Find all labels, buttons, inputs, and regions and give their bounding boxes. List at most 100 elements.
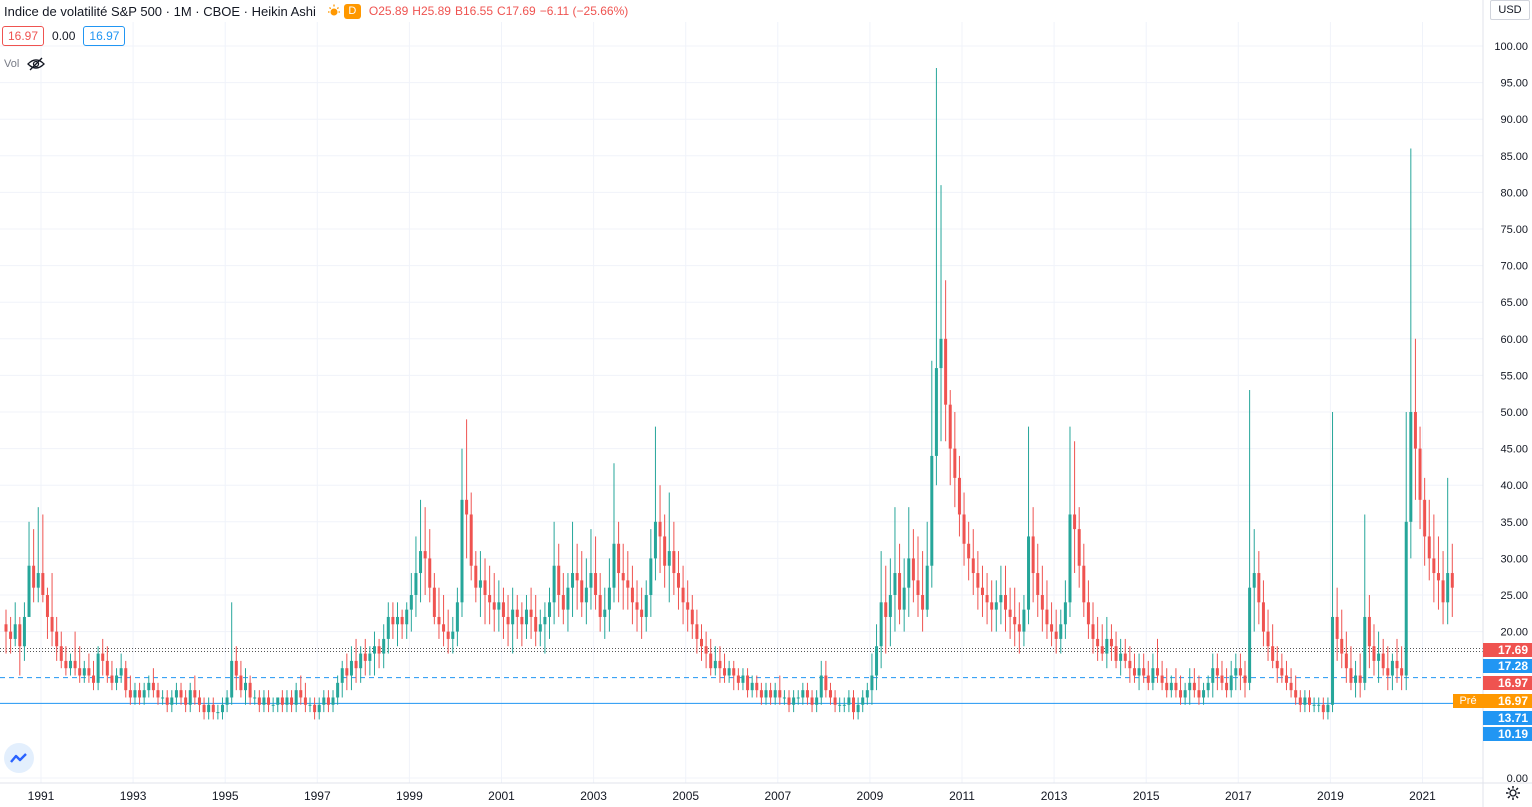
candle-body — [515, 609, 519, 617]
candle-body — [985, 595, 989, 603]
x-tick-label: 2021 — [1409, 789, 1436, 803]
candle-body — [1050, 624, 1054, 632]
candle-body — [607, 587, 611, 610]
candle-body — [1248, 587, 1252, 683]
candle-body — [68, 660, 72, 669]
candle-body — [474, 565, 478, 588]
candle-body — [598, 595, 602, 617]
candle-body — [1354, 675, 1358, 683]
candle-body — [723, 668, 727, 676]
candle-body — [55, 631, 59, 647]
candle-body — [290, 697, 294, 705]
candle-body — [1335, 616, 1339, 639]
candle-body — [930, 455, 934, 566]
time-axis[interactable]: 1991 1993 1995 1997 1999 2001 2003 2005 2007 2009… — [0, 782, 1532, 803]
candle-body — [875, 646, 879, 676]
candle-body — [1326, 704, 1330, 713]
candle-body — [921, 595, 925, 610]
candle-body — [681, 587, 685, 603]
candle-body — [603, 609, 607, 617]
sell-price-button[interactable]: 16.97 — [2, 26, 45, 46]
x-tick-label: 2015 — [1133, 789, 1160, 803]
x-tick-label: 1993 — [120, 789, 147, 803]
candle-body — [543, 616, 547, 625]
candle-body — [778, 690, 782, 698]
candle-body — [524, 609, 528, 625]
currency-selector[interactable]: USD — [1490, 0, 1530, 20]
candle-body — [442, 624, 446, 632]
x-tick-label: 2001 — [488, 789, 515, 803]
candle-body — [1031, 536, 1035, 574]
candle-body — [644, 595, 648, 617]
candle-body — [626, 580, 630, 588]
candle-body — [1013, 616, 1017, 625]
candle-body — [101, 653, 105, 661]
candle-body — [594, 573, 598, 595]
candle-body — [529, 609, 533, 617]
y-tick-label: 35.00 — [1500, 517, 1528, 529]
price-axis[interactable]: 100.00 95.00 90.00 85.00 80.00 75.00 70.00 65.0… — [1482, 0, 1528, 807]
candle-body — [828, 690, 832, 698]
candle-body — [700, 638, 704, 647]
candle-body — [999, 595, 1003, 603]
logo-icon — [10, 753, 27, 763]
candle-body — [1045, 609, 1049, 625]
candle-body — [446, 631, 450, 639]
candle-body — [764, 690, 768, 698]
gear-icon[interactable] — [1505, 785, 1521, 801]
price-label: 16.97 — [1483, 676, 1532, 690]
candle-body — [230, 660, 234, 698]
symbol-title[interactable]: Indice de volatilité S&P 500 · 1M · CBOE… — [4, 3, 316, 19]
candle-body — [653, 521, 657, 559]
candle-body — [1317, 704, 1321, 706]
candle-body — [1188, 682, 1192, 691]
candle-body — [1261, 602, 1265, 632]
candle-body — [22, 616, 26, 647]
y-tick-label: 100.00 — [1494, 41, 1528, 53]
candle-body — [349, 660, 353, 676]
candle-body — [571, 573, 575, 588]
candle-body — [1390, 660, 1394, 676]
candle-body — [497, 602, 501, 610]
candle-body — [267, 697, 271, 705]
candle-body — [501, 602, 505, 617]
candle-body — [769, 690, 773, 698]
candle-body — [787, 697, 791, 705]
eye-off-icon[interactable] — [27, 57, 46, 71]
buy-price-button[interactable]: 16.97 — [83, 26, 126, 46]
candle-body — [1165, 682, 1169, 691]
candle-body — [819, 675, 823, 698]
candle-body — [755, 682, 759, 691]
candle-body — [396, 616, 400, 625]
candle-body — [59, 646, 63, 661]
candle-body — [916, 580, 920, 595]
interval-badge[interactable]: D — [343, 3, 361, 19]
candle-body — [1179, 690, 1183, 698]
candle-body — [1363, 616, 1367, 683]
x-tick-label: 2005 — [672, 789, 699, 803]
volume-label: Vol — [4, 58, 20, 70]
candle-body — [253, 697, 257, 699]
candle-body — [1303, 697, 1307, 705]
candle-body — [649, 558, 653, 595]
chart-grid — [0, 22, 1483, 783]
x-tick-label: 1997 — [304, 789, 331, 803]
volume-indicator[interactable]: Vol — [4, 57, 46, 71]
candle-body — [82, 668, 86, 676]
candle-body — [1404, 521, 1408, 676]
price-label: 10.19 — [1483, 727, 1532, 741]
candle-body — [483, 580, 487, 595]
candle-body — [1344, 653, 1348, 669]
candle-body — [1257, 573, 1261, 603]
candle-body — [893, 573, 897, 595]
candle-body — [561, 595, 565, 610]
candle-body — [285, 697, 289, 705]
y-tick-label: 85.00 — [1500, 151, 1528, 163]
tradingview-logo[interactable] — [4, 743, 34, 773]
candle-body — [1040, 595, 1044, 610]
candle-body — [179, 690, 183, 698]
candle-body — [1234, 668, 1238, 676]
candle-body — [511, 609, 515, 625]
candle-body — [345, 668, 349, 676]
